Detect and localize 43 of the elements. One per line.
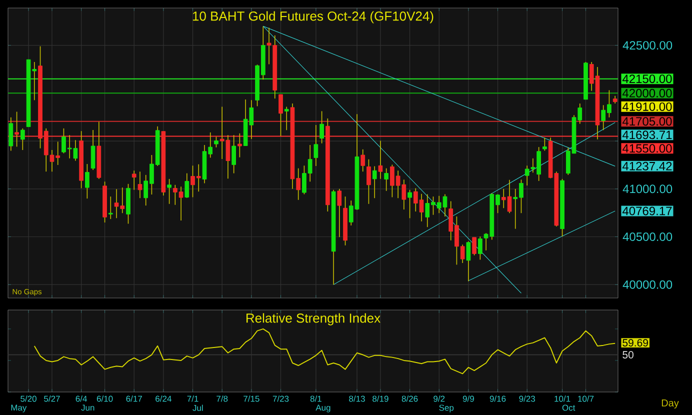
y-tick-label: 40500.00: [622, 232, 672, 241]
x-tick-label: 10/1: [554, 396, 570, 402]
x-tick-label: 9/9: [462, 396, 474, 402]
x-tick-label: 7/1: [187, 396, 198, 402]
x-tick-label: 5/20: [20, 396, 36, 402]
x-tick-label: 8/26: [402, 396, 418, 402]
text: Oct: [562, 404, 576, 411]
x-tick-label: 5/27: [44, 396, 60, 402]
x-tick-label: 7/15: [244, 396, 260, 402]
ref-line-label: 42000.00: [622, 88, 672, 98]
y-tick-label: 42500.00: [622, 41, 672, 50]
text: 50: [622, 351, 634, 359]
y-tick-label: 40000.00: [622, 280, 672, 289]
x-tick-label: 6/17: [126, 396, 142, 402]
text: 59.69: [622, 339, 648, 347]
data-label: 40769.17: [622, 206, 672, 216]
text: May: [11, 404, 27, 412]
text: Jul: [192, 404, 203, 411]
x-tick-label: 9/2: [434, 396, 445, 402]
text: Sep: [439, 404, 454, 412]
ref-line-label: 41705.00: [622, 117, 672, 126]
x-tick-label: 10/7: [578, 396, 594, 402]
x-tick-label: 8/1: [310, 396, 322, 402]
x-tick-label: 8/19: [372, 396, 388, 402]
y-tick-label: 41000.00: [622, 184, 672, 194]
x-tick-label: 6/10: [96, 396, 113, 402]
x-tick-label: 6/24: [156, 396, 172, 402]
text: Aug: [316, 404, 330, 412]
x-tick-label: 8/13: [349, 396, 365, 402]
x-tick-label: 7/8: [216, 396, 228, 402]
chart-title: 10 BAHT Gold Futures Oct-24 (GF10V24): [192, 11, 434, 24]
data-label: 41237.42: [622, 162, 672, 170]
text: Day: [662, 400, 679, 408]
x-tick-label: 9/16: [490, 396, 506, 402]
text: Jun: [81, 404, 94, 411]
x-tick-label: 9/23: [519, 396, 535, 402]
chart-title: Relative Strength Index: [246, 313, 380, 326]
x-tick-label: 7/23: [272, 396, 289, 402]
text: 41910.00: [622, 102, 672, 111]
ref-line-label: 41550.00: [622, 144, 672, 153]
data-label: 41693.71: [622, 130, 672, 140]
ref-line-label: 42150.00: [622, 74, 672, 84]
x-tick-label: 6/4: [76, 396, 87, 402]
